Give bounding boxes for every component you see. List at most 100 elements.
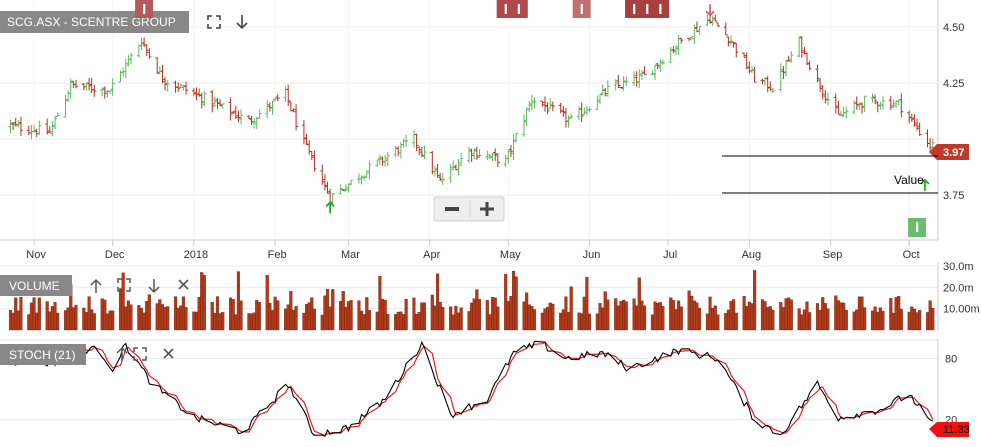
ohlc-bar	[404, 134, 409, 148]
volume-fullscreen-button[interactable]	[117, 278, 131, 292]
ohlc-bar	[92, 84, 97, 97]
volume-bar	[163, 307, 167, 331]
ohlc-bar	[320, 164, 325, 185]
volume-pane: 10.00m 20.0m 30.0m VOLUME	[0, 261, 980, 331]
volume-bar	[320, 314, 324, 331]
ohlc-bar	[742, 52, 747, 58]
ohlc-bar	[456, 159, 461, 175]
volume-bar	[559, 312, 563, 331]
volume-bar	[179, 305, 183, 331]
volume-bar	[585, 276, 589, 331]
volume-bar	[716, 314, 720, 331]
volume-bar	[291, 309, 296, 331]
ohlc-bar	[448, 164, 453, 183]
volume-bar	[451, 314, 455, 331]
volume-bar	[855, 309, 859, 331]
volume-move-down-button[interactable]	[148, 279, 160, 294]
volume-bar	[255, 300, 259, 331]
ohlc-bar	[833, 93, 838, 114]
ohlc-bar	[671, 45, 676, 54]
ohlc-bar	[322, 174, 327, 191]
ohlc-bar	[506, 149, 511, 164]
ohlc-bar	[857, 102, 862, 111]
ohlc-bar	[839, 110, 844, 116]
ohlc-bar	[286, 84, 291, 106]
price-pane: 3.75 4.25 4.50 Nov Dec 2018 Feb Mar Apr May Jun Ju…	[0, 0, 964, 261]
download-arrow-icon[interactable]	[234, 14, 250, 30]
volume-bar	[677, 300, 681, 331]
volume-bar	[511, 270, 516, 331]
event-flag[interactable]	[908, 218, 927, 237]
volume-bar	[551, 303, 555, 331]
ohlc-bar	[577, 106, 582, 120]
volume-bar	[818, 310, 822, 331]
ohlc-bar	[37, 120, 42, 136]
volume-bar	[218, 313, 222, 331]
volume-bar	[415, 314, 419, 331]
volume-bar	[137, 305, 141, 331]
volume-bar	[349, 300, 353, 331]
fullscreen-icon[interactable]	[206, 14, 222, 30]
ohlc-bar	[503, 154, 508, 168]
volume-bar	[674, 309, 678, 331]
volume-bar	[844, 309, 848, 331]
stoch-fullscreen-button[interactable]	[133, 347, 147, 361]
volume-bar	[747, 301, 751, 331]
ohlc-bar	[642, 66, 647, 75]
ohlc-bar	[490, 152, 495, 162]
volume-bar	[857, 296, 861, 331]
zoom-in-button[interactable]	[472, 199, 502, 219]
ohlc-bar	[744, 52, 749, 70]
volume-bar	[897, 296, 901, 331]
volume-bar	[14, 297, 18, 331]
volume-bar	[27, 314, 31, 331]
ohlc-bar	[252, 117, 257, 129]
volume-bar	[417, 312, 421, 331]
volume-bar	[690, 295, 694, 331]
chart-title: SCG.ASX - SCENTRE GROUP	[7, 15, 176, 29]
ohlc-bar	[781, 66, 786, 80]
volume-bar	[642, 305, 647, 331]
event-flag[interactable]	[651, 0, 670, 18]
zoom-out-button[interactable]	[436, 199, 468, 219]
volume-close-button[interactable]	[178, 279, 189, 290]
event-flag[interactable]	[509, 0, 528, 18]
volume-bar	[587, 313, 592, 331]
volume-bar	[441, 307, 445, 331]
ohlc-bar	[624, 76, 629, 87]
stoch-close-button[interactable]	[163, 348, 174, 359]
volume-bar	[878, 307, 882, 331]
ohlc-bar	[545, 102, 550, 115]
ohlc-bar	[558, 102, 563, 114]
volume-bar	[860, 296, 864, 331]
volume-bar	[401, 314, 406, 331]
plus-icon	[480, 202, 494, 216]
ohlc-bar	[731, 41, 736, 48]
volume-bar	[37, 297, 41, 331]
time-tick-label: May	[500, 249, 521, 261]
volume-tick-label: 20.0m	[943, 282, 974, 294]
ohlc-bar	[419, 147, 424, 158]
ohlc-bar	[147, 48, 152, 59]
volume-move-up-button[interactable]	[90, 278, 102, 293]
ohlc-bar	[309, 151, 314, 161]
last-price-value: 3.97	[943, 147, 964, 159]
event-flag[interactable]	[135, 0, 154, 18]
volume-axis-ticks: 10.00m 20.0m 30.0m	[943, 261, 980, 316]
fullscreen-icon	[133, 347, 147, 361]
volume-bar	[184, 307, 188, 331]
volume-bar	[624, 301, 628, 331]
ohlc-bar	[181, 85, 186, 91]
volume-bar	[475, 289, 479, 331]
event-flag[interactable]	[572, 0, 591, 18]
volume-bar	[459, 307, 463, 331]
volume-bar	[839, 302, 843, 331]
ohlc-bar	[108, 90, 113, 94]
stoch-move-up-button[interactable]	[116, 346, 128, 361]
volume-bar	[504, 273, 508, 331]
time-tick-label: Oct	[903, 249, 920, 261]
volume-bar	[48, 311, 52, 331]
volume-bar	[438, 301, 442, 331]
volume-bar	[197, 297, 201, 331]
ohlc-bar	[532, 97, 537, 109]
